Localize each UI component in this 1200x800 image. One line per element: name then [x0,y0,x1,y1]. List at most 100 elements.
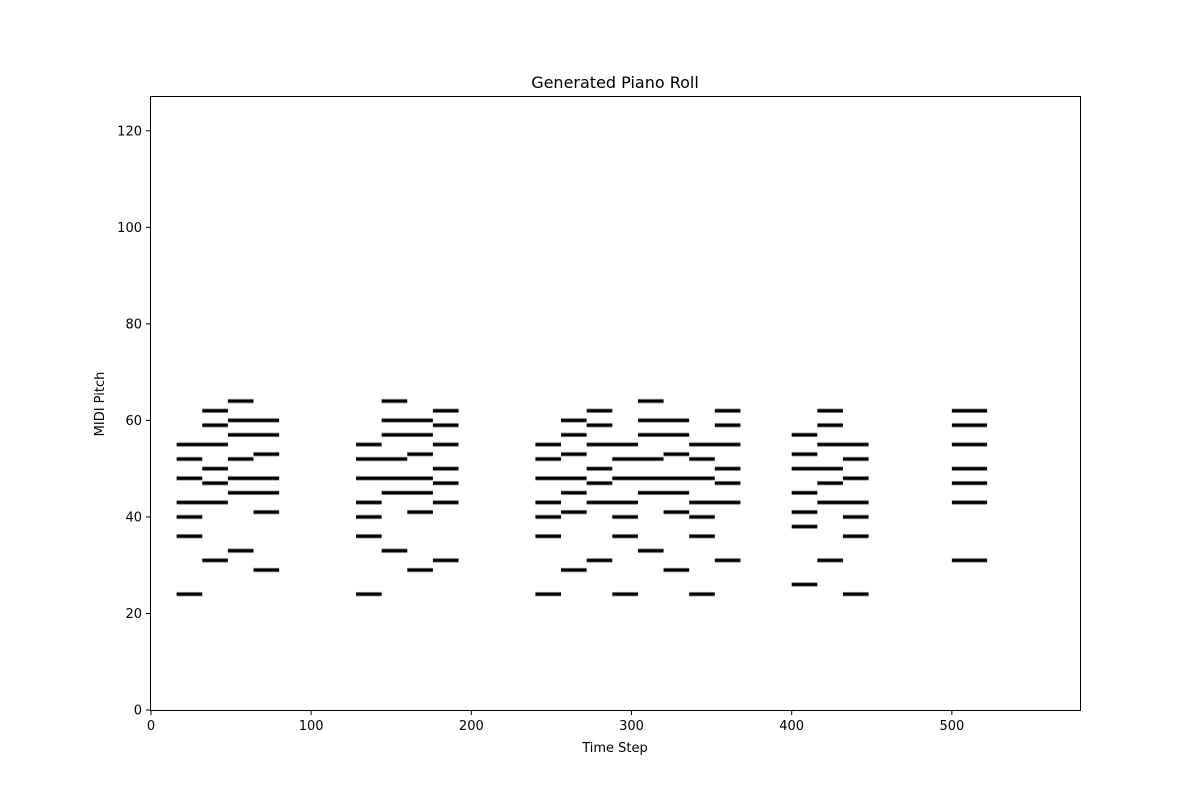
y-tick-label: 60 [125,414,142,429]
note-94 [791,432,818,438]
note-72 [637,417,690,423]
note-70 [637,490,690,496]
note-96 [817,500,869,505]
note-84 [714,480,741,486]
note-45 [535,533,562,539]
note-36 [407,451,433,457]
note-66 [612,514,638,520]
note-97 [817,480,843,486]
note-101 [842,591,869,597]
note-14 [227,475,280,481]
note-57 [586,557,613,563]
note-40 [432,466,459,472]
note-54 [561,451,587,457]
note-65 [612,533,638,539]
x-axis-ticks: 0 100 200 300 400 500 [147,710,964,734]
note-73 [637,398,664,404]
note-81 [689,456,715,462]
note-48 [535,475,587,481]
note-34 [407,509,433,515]
note-39 [432,480,459,486]
note-1 [176,533,203,539]
note-13 [227,490,280,496]
note-15 [227,456,254,462]
note-107 [951,500,988,505]
note-2 [176,514,203,520]
note-31 [381,432,433,438]
note-23 [356,533,382,539]
x-tick-label: 0 [147,719,155,734]
note-75 [663,509,690,515]
note-59 [586,480,613,486]
x-tick-label: 300 [619,719,644,734]
note-17 [227,417,280,423]
note-74 [663,567,690,573]
note-24 [356,514,382,520]
note-92 [791,466,843,472]
note-71 [637,432,690,438]
note-68 [612,456,664,462]
note-49 [535,456,562,462]
note-88 [791,582,818,587]
note-61 [586,442,638,447]
x-tick-label: 500 [939,719,964,734]
note-90 [791,509,818,515]
y-axis-label: MIDI Pitch [93,372,108,437]
note-28 [356,442,382,447]
note-67 [612,475,715,481]
x-axis-label: Time Step [581,741,648,756]
y-tick-label: 0 [134,704,142,719]
note-42 [432,422,459,428]
note-78 [689,533,715,539]
note-4 [176,475,203,481]
note-60 [586,466,613,472]
note-77 [689,591,715,597]
notes-layer [176,398,988,597]
note-25 [356,500,382,505]
note-10 [202,422,228,428]
x-tick-label: 200 [459,719,484,734]
note-27 [356,456,408,462]
note-93 [791,451,818,457]
x-tick-label: 100 [299,719,324,734]
note-11 [202,408,228,414]
note-50 [535,442,562,447]
note-18 [227,398,254,404]
note-58 [586,500,638,505]
note-16 [227,432,280,438]
note-106 [951,557,988,563]
note-9 [202,466,228,472]
note-98 [817,442,869,447]
x-tick-label: 400 [779,719,804,734]
note-22 [356,591,382,597]
note-95 [817,557,843,563]
note-6 [176,442,228,447]
note-29 [381,548,408,554]
note-100 [817,408,843,414]
note-87 [714,408,741,414]
y-axis-ticks: 0 20 40 60 80 100 120 [117,124,151,719]
plot-area [150,96,1081,711]
note-63 [586,408,613,414]
note-85 [714,466,741,472]
note-56 [561,417,587,423]
note-102 [842,533,869,539]
y-tick-label: 80 [125,317,142,332]
note-82 [689,442,741,447]
note-5 [176,456,203,462]
note-80 [689,500,741,505]
note-99 [817,422,843,428]
note-47 [535,500,562,505]
note-43 [432,408,459,414]
note-20 [253,509,280,515]
note-26 [356,475,433,481]
note-8 [202,480,228,486]
note-0 [176,591,203,597]
note-55 [561,432,587,438]
note-69 [637,548,664,554]
note-38 [432,500,459,505]
note-86 [714,422,741,428]
note-79 [689,514,715,520]
note-53 [561,490,587,496]
